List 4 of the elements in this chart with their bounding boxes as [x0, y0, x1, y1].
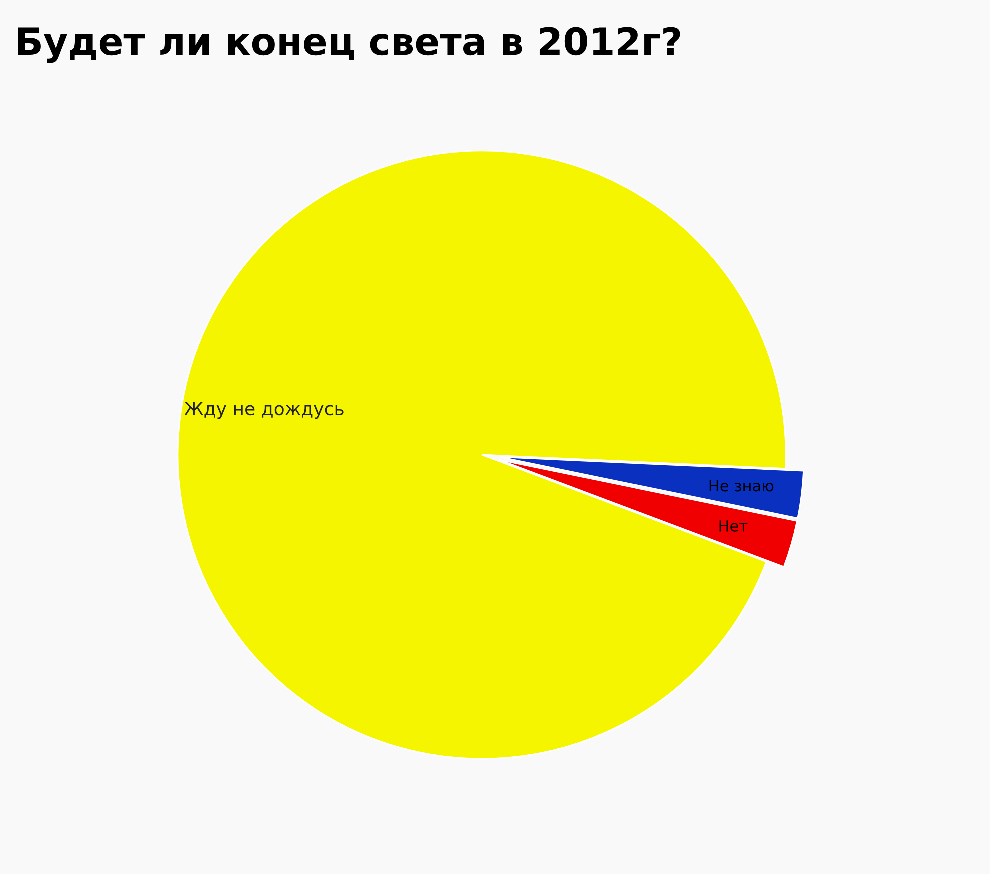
slice-label: Нет — [720, 520, 748, 532]
chart-title: Будет ли конец света в 2012г? — [18, 27, 680, 64]
slice-label: Жду не дождусь — [184, 402, 344, 420]
slice-label: Не знаю — [710, 480, 774, 492]
